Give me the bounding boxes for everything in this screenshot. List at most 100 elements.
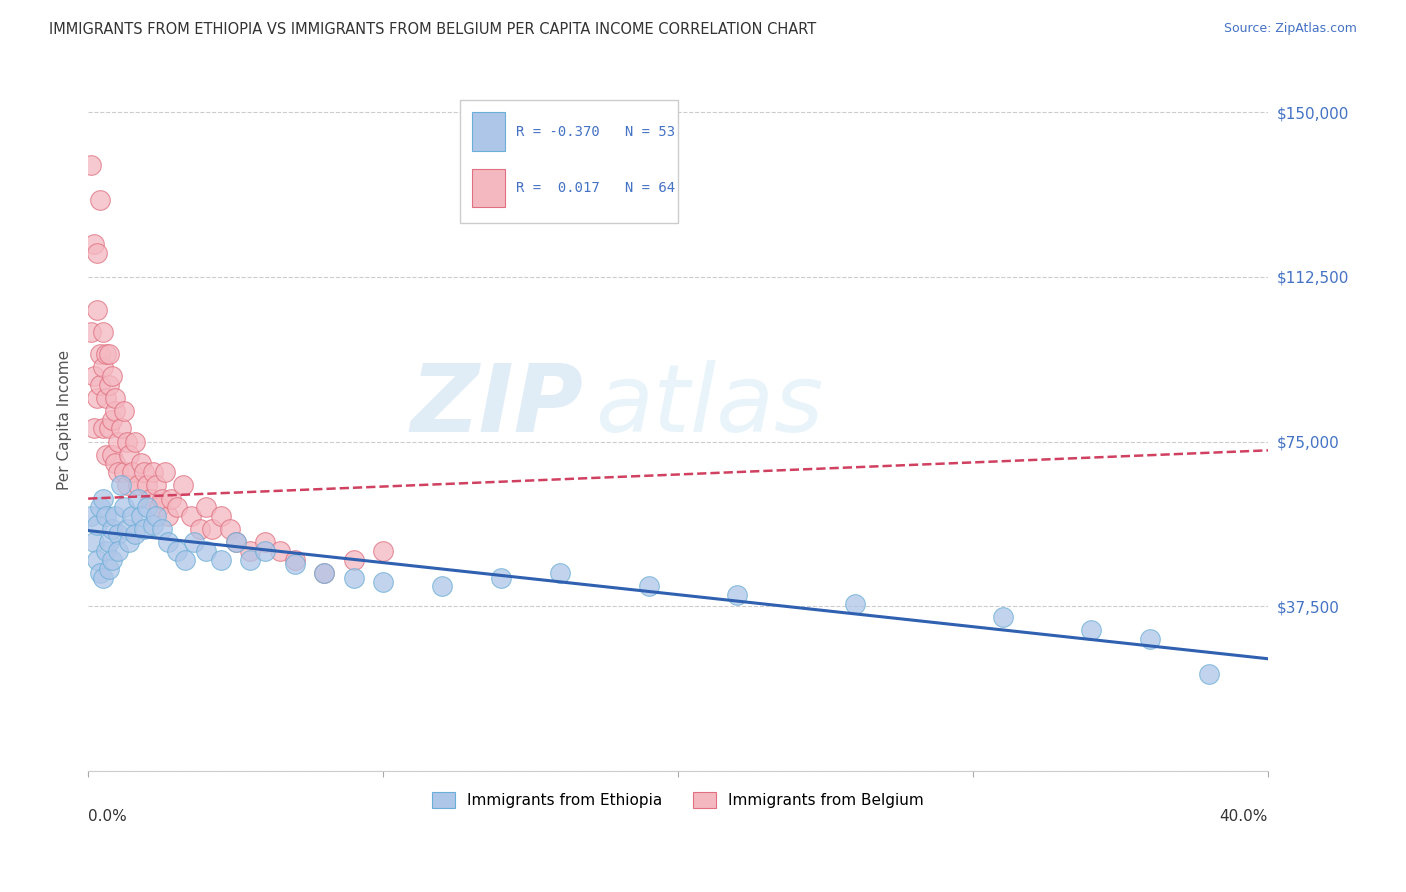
Point <box>89 193 111 207</box>
Point <box>180 509 202 524</box>
Point <box>97 535 120 549</box>
Point <box>97 421 120 435</box>
Point <box>136 500 159 515</box>
Point <box>637 579 659 593</box>
Point <box>254 544 277 558</box>
Point <box>218 522 240 536</box>
Point <box>100 522 122 536</box>
Point <box>89 500 111 515</box>
Point <box>183 535 205 549</box>
Point <box>94 391 117 405</box>
Text: 40.0%: 40.0% <box>1220 809 1268 824</box>
Point <box>548 566 571 581</box>
Point <box>97 562 120 576</box>
Point <box>94 509 117 524</box>
Point <box>153 465 176 479</box>
Point <box>112 404 135 418</box>
Point <box>489 571 512 585</box>
Point <box>107 526 129 541</box>
Point <box>844 597 866 611</box>
Point <box>129 509 152 524</box>
Text: IMMIGRANTS FROM ETHIOPIA VS IMMIGRANTS FROM BELGIUM PER CAPITA INCOME CORRELATIO: IMMIGRANTS FROM ETHIOPIA VS IMMIGRANTS F… <box>49 22 817 37</box>
Point <box>91 325 114 339</box>
Point <box>83 368 105 383</box>
FancyBboxPatch shape <box>460 100 678 223</box>
Point <box>97 377 120 392</box>
Point <box>104 391 127 405</box>
Point <box>80 158 103 172</box>
Point <box>110 421 132 435</box>
Point <box>86 245 108 260</box>
Point <box>150 491 173 506</box>
Point <box>129 457 152 471</box>
Point <box>83 421 105 435</box>
Point <box>97 347 120 361</box>
Point <box>284 553 307 567</box>
Point <box>104 457 127 471</box>
Point <box>80 325 103 339</box>
Point <box>195 544 218 558</box>
Point <box>94 544 117 558</box>
Point <box>127 491 149 506</box>
Point <box>112 500 135 515</box>
Bar <box>471 169 505 207</box>
Point <box>100 368 122 383</box>
Point <box>159 491 181 506</box>
Point <box>172 478 194 492</box>
Text: ZIP: ZIP <box>411 359 583 451</box>
Text: 0.0%: 0.0% <box>89 809 127 824</box>
Point <box>201 522 224 536</box>
Point <box>107 465 129 479</box>
Point <box>145 509 167 524</box>
Point <box>1198 667 1220 681</box>
Point <box>225 535 247 549</box>
Point <box>91 359 114 374</box>
Point <box>1139 632 1161 646</box>
Point <box>107 544 129 558</box>
Point <box>100 412 122 426</box>
Text: atlas: atlas <box>596 360 824 451</box>
Point <box>134 522 156 536</box>
Point <box>91 571 114 585</box>
Point <box>1080 624 1102 638</box>
Point <box>115 434 138 449</box>
Text: R = -0.370   N = 53: R = -0.370 N = 53 <box>516 125 676 139</box>
Point <box>314 566 336 581</box>
Point <box>142 465 165 479</box>
Point <box>94 347 117 361</box>
Point <box>91 421 114 435</box>
Point <box>104 404 127 418</box>
Point <box>91 491 114 506</box>
Point <box>373 574 395 589</box>
Point <box>239 544 262 558</box>
Point <box>86 553 108 567</box>
Point <box>86 517 108 532</box>
Point <box>83 535 105 549</box>
Point <box>373 544 395 558</box>
Point <box>115 478 138 492</box>
Point <box>124 526 146 541</box>
Point <box>188 522 211 536</box>
Legend: Immigrants from Ethiopia, Immigrants from Belgium: Immigrants from Ethiopia, Immigrants fro… <box>425 784 932 815</box>
Point <box>225 535 247 549</box>
Point <box>89 347 111 361</box>
Point <box>150 522 173 536</box>
Point <box>254 535 277 549</box>
Text: R =  0.017   N = 64: R = 0.017 N = 64 <box>516 181 676 194</box>
Point <box>136 478 159 492</box>
Point <box>314 566 336 581</box>
Point <box>100 553 122 567</box>
Point <box>104 509 127 524</box>
Point <box>107 434 129 449</box>
Point <box>118 535 141 549</box>
Point <box>343 553 366 567</box>
Point <box>343 571 366 585</box>
Point <box>124 434 146 449</box>
Y-axis label: Per Capita Income: Per Capita Income <box>58 350 72 490</box>
Point <box>94 448 117 462</box>
Point <box>145 478 167 492</box>
Point <box>284 558 307 572</box>
Point <box>127 478 149 492</box>
Point <box>991 610 1014 624</box>
Point <box>89 566 111 581</box>
